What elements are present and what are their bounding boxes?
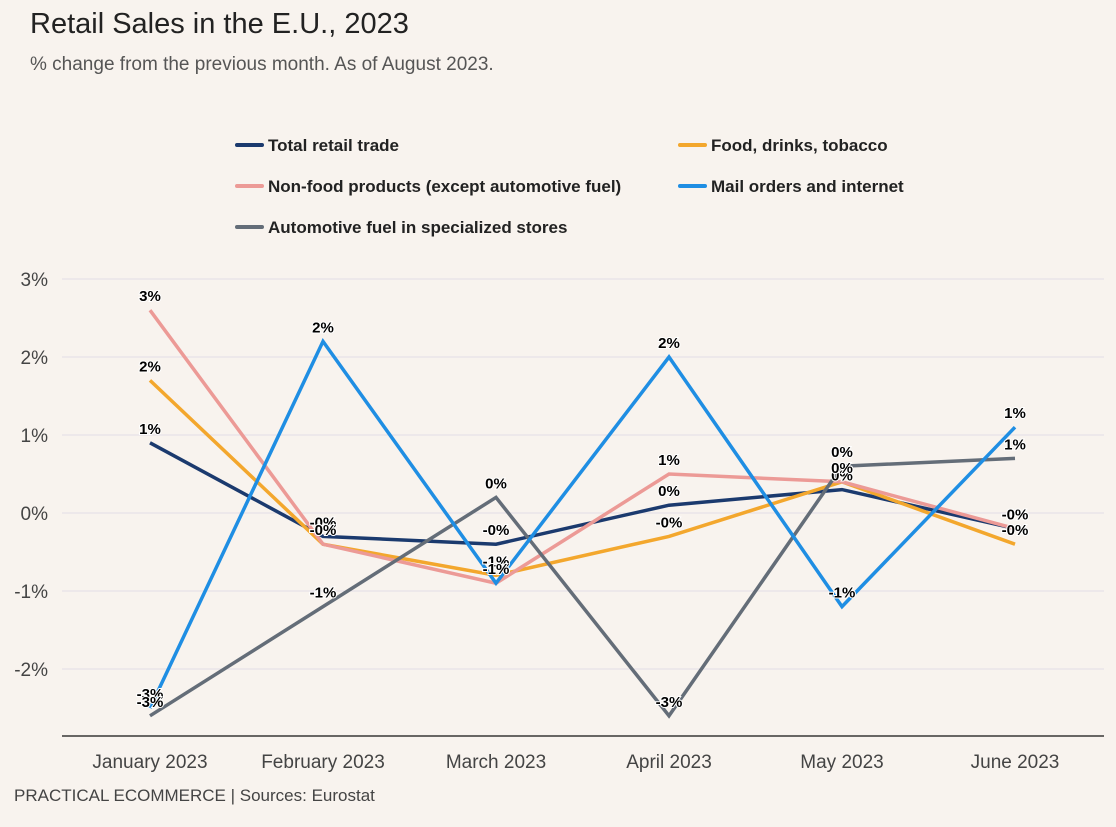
- y-tick-label: -1%: [14, 582, 48, 603]
- series-line: [148, 379, 1016, 578]
- data-label: 0%: [831, 468, 853, 485]
- x-tick-label: January 2023: [92, 752, 207, 773]
- series-line: [149, 456, 1016, 719]
- x-tick-label: May 2023: [800, 752, 883, 773]
- source-footer: PRACTICAL ECOMMERCE | Sources: Eurostat: [14, 786, 375, 805]
- series-line: [148, 309, 1016, 586]
- legend: Total retail trade Food, drinks, tobacco N…: [235, 136, 904, 237]
- y-tick-label: 3%: [21, 270, 49, 291]
- data-label: 1%: [658, 452, 680, 469]
- data-label: -0%: [1002, 507, 1029, 524]
- legend-item: Total retail trade: [235, 136, 399, 155]
- x-tick-label: April 2023: [626, 752, 712, 773]
- series-lines: [148, 309, 1017, 719]
- data-label: 1%: [1004, 405, 1026, 422]
- data-label: 2%: [139, 358, 161, 375]
- gridlines: -2% -1% 0% 1% 2% 3%: [14, 270, 1104, 681]
- data-label: 2%: [312, 319, 334, 336]
- data-label: -1%: [483, 553, 510, 570]
- data-label: -1%: [310, 585, 337, 602]
- series-line: [149, 441, 1016, 546]
- legend-label: Non-food products (except automotive fue…: [268, 177, 621, 196]
- data-label: -1%: [483, 561, 510, 578]
- data-label: -3%: [137, 686, 164, 703]
- data-label: -3%: [137, 694, 164, 711]
- x-axis-labels: January 2023 February 2023 March 2023 April…: [92, 752, 1059, 773]
- data-label: 1%: [1004, 436, 1026, 453]
- legend-item: Mail orders and internet: [678, 177, 904, 196]
- data-label: 0%: [831, 444, 853, 461]
- data-label: -0%: [310, 514, 337, 531]
- chart-title: Retail Sales in the E.U., 2023: [30, 8, 409, 40]
- data-label: -0%: [656, 514, 683, 531]
- data-label: -0%: [1002, 507, 1029, 524]
- y-tick-label: 1%: [21, 426, 49, 447]
- data-label: 1%: [139, 421, 161, 438]
- x-tick-label: June 2023: [971, 752, 1060, 773]
- legend-label: Automotive fuel in specialized stores: [268, 218, 567, 237]
- data-label: 0%: [485, 475, 507, 492]
- legend-item: Automotive fuel in specialized stores: [235, 218, 567, 237]
- legend-label: Food, drinks, tobacco: [711, 136, 888, 155]
- data-label: 0%: [831, 460, 853, 477]
- legend-label: Total retail trade: [268, 136, 399, 155]
- data-label: 0%: [831, 460, 853, 477]
- data-label: -1%: [829, 585, 856, 602]
- data-label: -0%: [1002, 522, 1029, 539]
- data-label: 3%: [139, 288, 161, 305]
- data-label: 0%: [658, 483, 680, 500]
- data-label: -3%: [656, 694, 683, 711]
- y-tick-label: -2%: [14, 660, 48, 681]
- legend-item: Non-food products (except automotive fue…: [235, 177, 621, 196]
- data-label: -0%: [310, 522, 337, 539]
- legend-item: Food, drinks, tobacco: [678, 136, 888, 155]
- series-line: [148, 337, 1017, 709]
- data-label: -1%: [483, 561, 510, 578]
- data-label: 2%: [658, 335, 680, 352]
- chart-subtitle: % change from the previous month. As of …: [30, 54, 494, 75]
- y-tick-label: 0%: [21, 504, 49, 525]
- x-tick-label: February 2023: [261, 752, 385, 773]
- data-labels: 1%-0% -0%0%0%-0%2%-0%-1%-0%0%-0%3%-0%-1%1…: [136, 287, 1030, 712]
- x-tick-label: March 2023: [446, 752, 546, 773]
- legend-label: Mail orders and internet: [711, 177, 904, 196]
- y-tick-label: 2%: [21, 348, 49, 369]
- data-label: -0%: [310, 522, 337, 539]
- data-label: -0%: [483, 522, 510, 539]
